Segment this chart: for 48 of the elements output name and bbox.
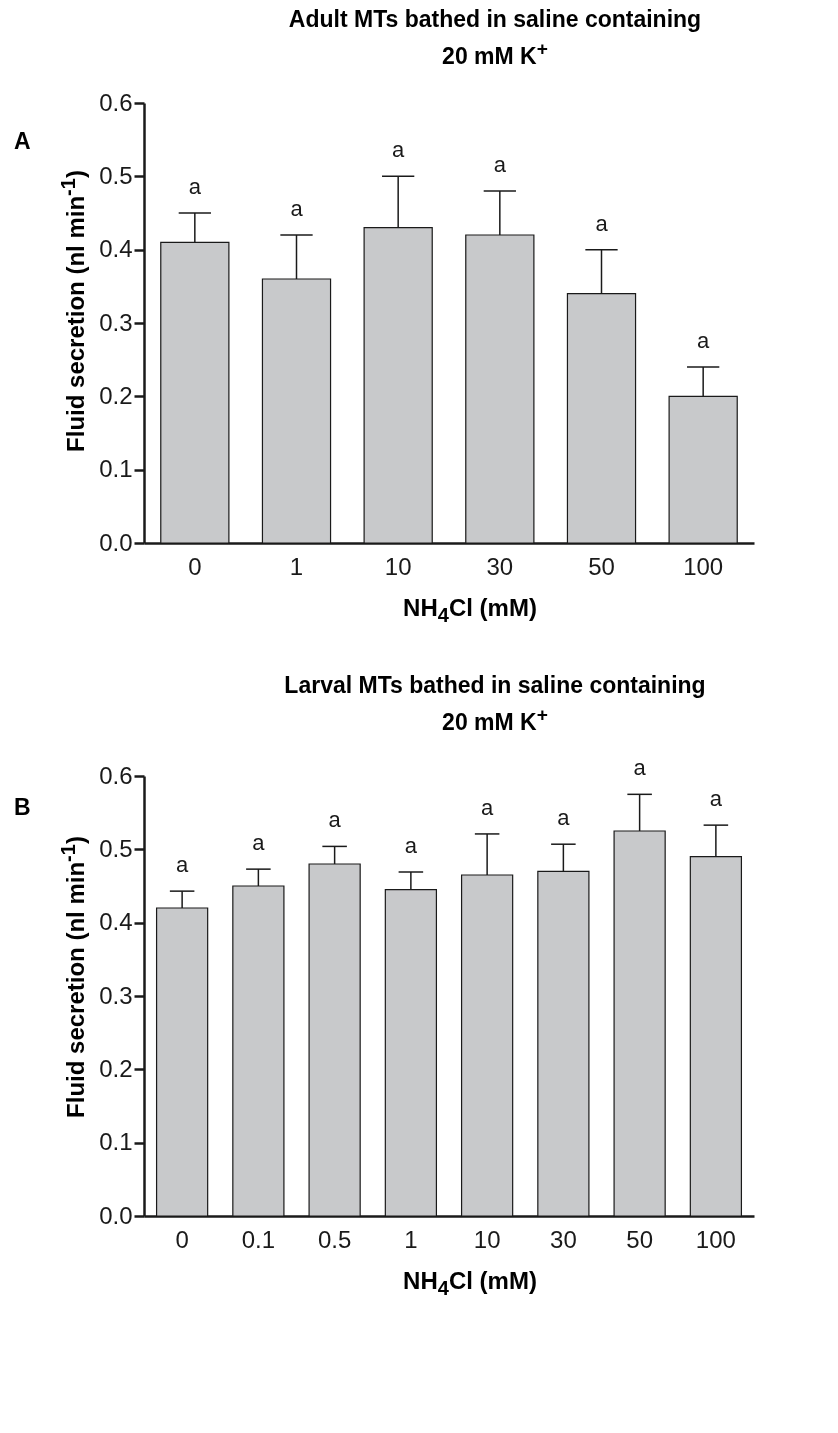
y-tick-label: 0.6 <box>99 88 133 116</box>
x-tick-label: 50 <box>626 1225 653 1253</box>
y-tick-label: 0.6 <box>99 761 133 789</box>
annotation: a <box>328 807 342 833</box>
annotation: a <box>493 151 507 177</box>
annotation: a <box>188 173 202 199</box>
y-tick-label: 0.2 <box>99 1054 133 1082</box>
y-tick-label: 0.3 <box>99 981 133 1009</box>
annotation: a <box>595 210 609 236</box>
x-tick-label: 50 <box>588 552 615 580</box>
y-tick-label: 0.1 <box>99 454 133 482</box>
y-tick-label: 0.0 <box>99 528 133 556</box>
annotation: a <box>633 755 647 781</box>
y-tick-label: 0.2 <box>99 381 133 409</box>
x-tick-label: 1 <box>404 1225 418 1253</box>
x-tick-label: 100 <box>683 552 724 580</box>
chart-title: Larval MTs bathed in saline containing 20 mM K$^{+}$ <box>283 671 707 738</box>
x-tick-label: 10 <box>473 1225 501 1253</box>
y-tick-label: 0.4 <box>99 234 133 262</box>
annotation: a <box>252 830 266 856</box>
y-tick-label: 0.3 <box>99 308 133 336</box>
y-tick-label: 0.5 <box>99 834 133 862</box>
x-tick-label: 0.1 <box>241 1225 276 1253</box>
annotation: a <box>404 833 418 859</box>
annotation: a <box>481 795 494 821</box>
annotation: a <box>557 805 571 831</box>
y-tick-label: 0.1 <box>99 1128 133 1156</box>
x-tick-label: 10 <box>384 552 412 580</box>
annotation: a <box>176 852 189 878</box>
y-tick-label: 0.0 <box>99 1201 133 1229</box>
annotation: a <box>392 136 406 162</box>
x-tick-label: 100 <box>695 1225 736 1253</box>
x-tick-label: 1 <box>289 552 304 580</box>
x-axis-title: NH$_{4}$Cl (mM) <box>402 1267 538 1300</box>
x-tick-label: 0 <box>188 552 202 580</box>
annotation: a <box>290 195 304 221</box>
x-axis-title: NH$_{4}$Cl (mM) <box>402 593 538 627</box>
text: B <box>14 794 31 822</box>
y-tick-label: 0.4 <box>99 908 133 936</box>
chart-title: Adult MTs bathed in saline containing 20 mM K$^{+}$ <box>287 5 703 71</box>
text: A <box>14 128 31 155</box>
x-tick-label: 30 <box>486 552 514 580</box>
y-tick-label: 0.5 <box>99 161 133 189</box>
annotation: a <box>709 786 723 812</box>
x-tick-label: 0 <box>175 1225 189 1253</box>
annotation: a <box>697 327 711 353</box>
x-tick-label: 30 <box>550 1225 577 1253</box>
x-tick-label: 0.5 <box>317 1225 352 1253</box>
